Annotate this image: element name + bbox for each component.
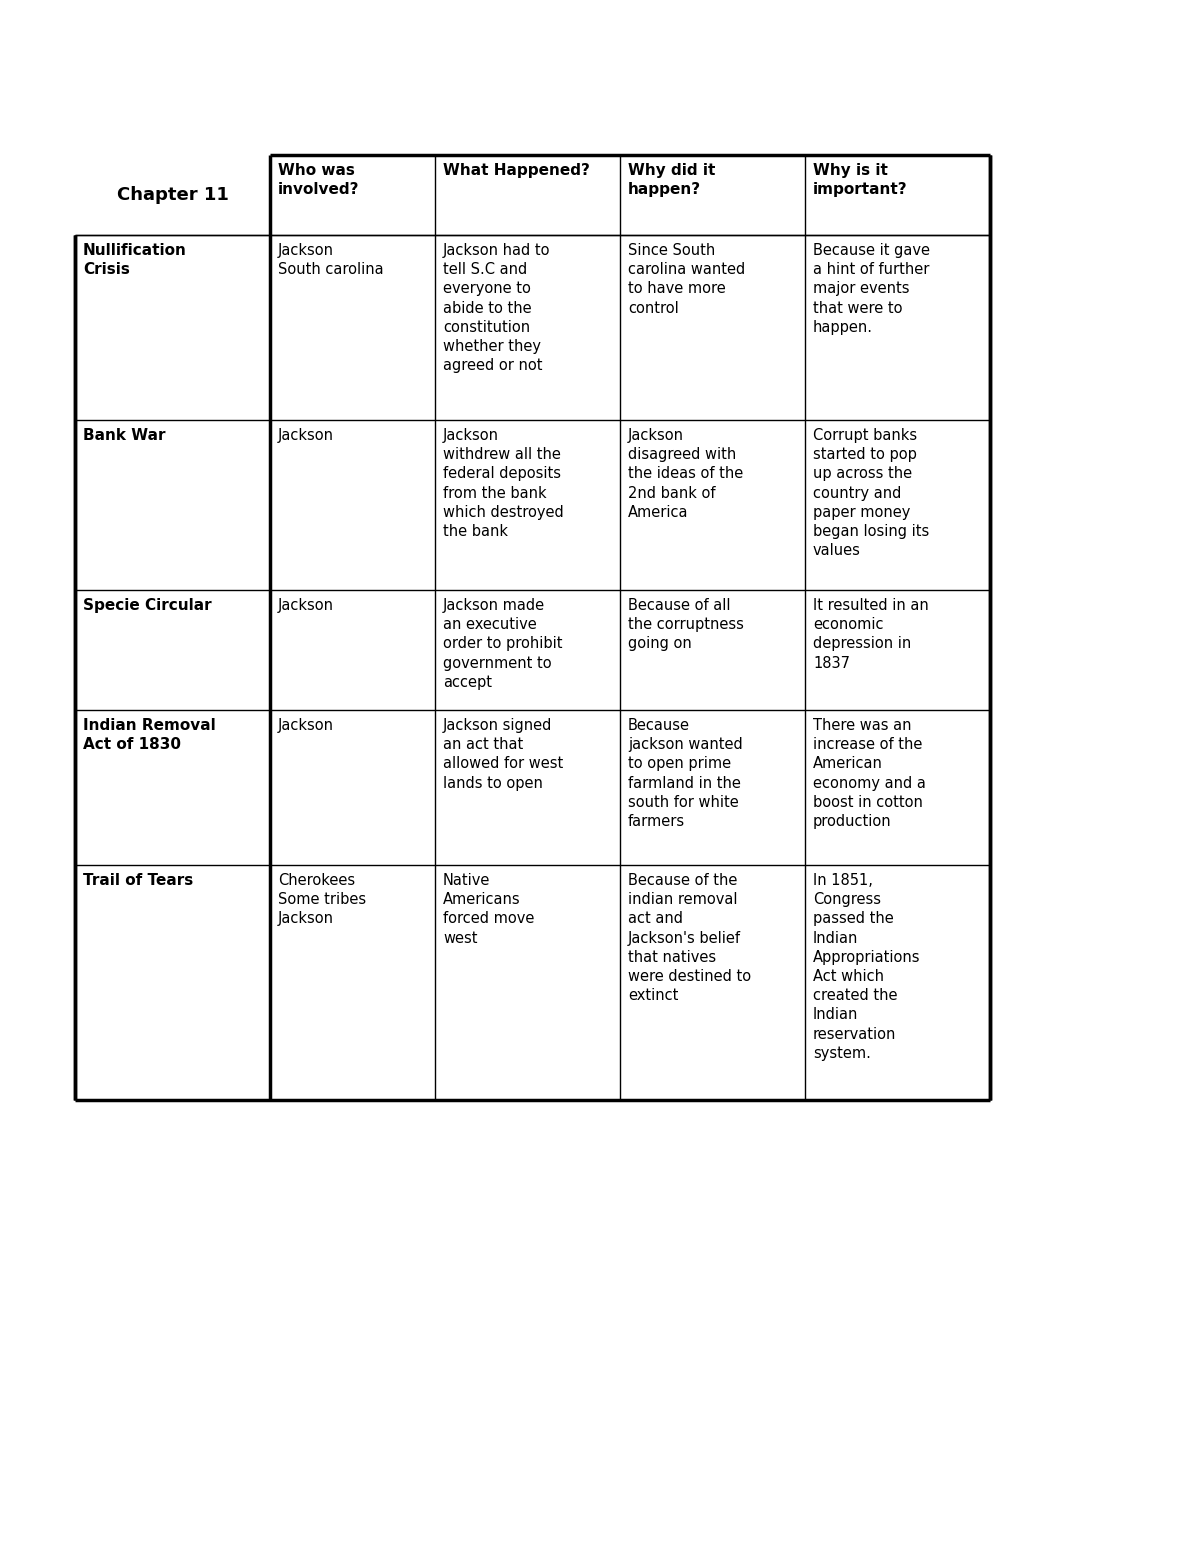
Text: Jackson had to
tell S.C and
everyone to
abide to the
constitution
whether they
a: Jackson had to tell S.C and everyone to … <box>443 242 551 373</box>
Text: Jackson made
an executive
order to prohibit
government to
accept: Jackson made an executive order to prohi… <box>443 598 563 690</box>
Bar <box>805 590 990 710</box>
Text: It resulted in an
economic
depression in
1837: It resulted in an economic depression in… <box>814 598 929 671</box>
Text: Bank War: Bank War <box>83 429 166 443</box>
Text: Nullification
Crisis: Nullification Crisis <box>83 242 187 276</box>
Text: Jackson
South carolina: Jackson South carolina <box>278 242 384 276</box>
Bar <box>805 710 990 865</box>
Bar <box>436 419 620 590</box>
Text: Because of all
the corruptness
going on: Because of all the corruptness going on <box>628 598 744 651</box>
Text: Chapter 11: Chapter 11 <box>116 186 228 203</box>
Bar <box>436 710 620 865</box>
Bar <box>270 419 436 590</box>
Text: Jackson: Jackson <box>278 429 334 443</box>
Text: Why is it
important?: Why is it important? <box>814 163 907 197</box>
Bar <box>620 710 805 865</box>
Text: Specie Circular: Specie Circular <box>83 598 211 613</box>
Bar <box>270 710 436 865</box>
Text: Jackson
withdrew all the
federal deposits
from the bank
which destroyed
the bank: Jackson withdrew all the federal deposit… <box>443 429 564 539</box>
Text: Native
Americans
forced move
west: Native Americans forced move west <box>443 873 534 946</box>
Bar <box>270 865 436 1100</box>
Bar <box>74 590 270 710</box>
Bar <box>805 419 990 590</box>
Text: Corrupt banks
started to pop
up across the
country and
paper money
began losing : Corrupt banks started to pop up across t… <box>814 429 929 558</box>
Text: Jackson
disagreed with
the ideas of the
2nd bank of
America: Jackson disagreed with the ideas of the … <box>628 429 743 520</box>
Bar <box>270 235 436 419</box>
Bar <box>270 590 436 710</box>
Bar <box>436 155 620 235</box>
Bar <box>620 865 805 1100</box>
Bar <box>74 235 270 419</box>
Bar <box>74 419 270 590</box>
Text: Who was
involved?: Who was involved? <box>278 163 360 197</box>
Text: There was an
increase of the
American
economy and a
boost in cotton
production: There was an increase of the American ec… <box>814 717 926 829</box>
Text: Because
jackson wanted
to open prime
farmland in the
south for white
farmers: Because jackson wanted to open prime far… <box>628 717 743 829</box>
Bar <box>620 235 805 419</box>
Text: Jackson: Jackson <box>278 598 334 613</box>
Text: Because of the
indian removal
act and
Jackson's belief
that natives
were destine: Because of the indian removal act and Ja… <box>628 873 751 1003</box>
Text: Trail of Tears: Trail of Tears <box>83 873 193 888</box>
Text: Since South
carolina wanted
to have more
control: Since South carolina wanted to have more… <box>628 242 745 315</box>
Bar <box>620 419 805 590</box>
Bar <box>620 590 805 710</box>
Text: Because it gave
a hint of further
major events
that were to
happen.: Because it gave a hint of further major … <box>814 242 930 335</box>
Bar <box>805 155 990 235</box>
Bar <box>805 865 990 1100</box>
Bar <box>805 235 990 419</box>
Bar <box>436 590 620 710</box>
Text: Cherokees
Some tribes
Jackson: Cherokees Some tribes Jackson <box>278 873 366 927</box>
Bar <box>270 155 436 235</box>
Text: What Happened?: What Happened? <box>443 163 590 179</box>
Bar <box>436 235 620 419</box>
Bar <box>436 865 620 1100</box>
Text: In 1851,
Congress
passed the
Indian
Appropriations
Act which
created the
Indian
: In 1851, Congress passed the Indian Appr… <box>814 873 920 1061</box>
Bar <box>74 865 270 1100</box>
Text: Jackson signed
an act that
allowed for west
lands to open: Jackson signed an act that allowed for w… <box>443 717 563 790</box>
Bar <box>620 155 805 235</box>
Text: Why did it
happen?: Why did it happen? <box>628 163 715 197</box>
Text: Indian Removal
Act of 1830: Indian Removal Act of 1830 <box>83 717 216 752</box>
Bar <box>74 710 270 865</box>
Text: Jackson: Jackson <box>278 717 334 733</box>
